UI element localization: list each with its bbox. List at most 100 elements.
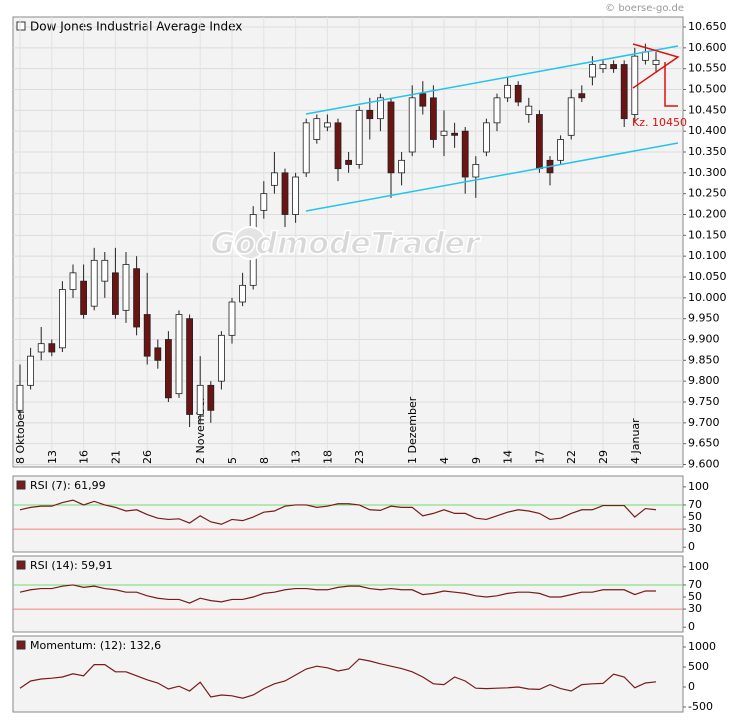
indicator-line	[19, 584, 656, 604]
candle-body	[228, 301, 236, 336]
x-tick-label: 26	[141, 450, 154, 464]
panel: 9.600 9.650 9.700 9.750 9.800 9.850 9.900 9.950…	[12, 16, 727, 471]
candle-body	[175, 314, 183, 395]
y-tick-label: 70	[688, 578, 702, 591]
x-tick-label: 8 Oktober	[14, 409, 27, 464]
x-tick-label: 1 Dezember	[406, 396, 419, 464]
x-tick-label: 4	[438, 457, 451, 464]
candle-body	[345, 159, 353, 165]
x-tick-label: 18	[321, 450, 334, 464]
panel-title: RSI (7): 61,99	[30, 479, 106, 492]
y-tick-label: 30	[688, 602, 702, 615]
candle-body	[239, 284, 247, 303]
y-tick-label: 9.900	[688, 333, 720, 346]
y-tick-label: 30	[688, 522, 702, 535]
y-tick-label: -500	[688, 700, 713, 713]
x-tick-label: 23	[353, 450, 366, 464]
candle-body	[133, 268, 141, 328]
y-tick-label: 10.150	[688, 228, 727, 241]
y-tick-label: 10.100	[688, 249, 727, 262]
panel-title: Momentum: (12): 132,6	[30, 639, 161, 652]
y-tick-label: 10.400	[688, 124, 727, 137]
candle-body	[599, 64, 607, 70]
candle-body	[472, 164, 480, 178]
y-tick-label: 0	[688, 540, 695, 553]
candle-body	[281, 172, 289, 215]
candle-body	[482, 122, 490, 153]
legend-swatch	[16, 21, 26, 31]
candle-body	[80, 280, 87, 315]
candle-body	[164, 339, 172, 399]
candle-body	[196, 384, 204, 415]
candle-body	[376, 97, 384, 120]
y-tick-label: 50	[688, 590, 702, 603]
candle-body	[578, 93, 586, 99]
candle-body	[398, 159, 406, 174]
x-tick-label: 13	[290, 450, 303, 464]
x-tick-label: 17	[533, 450, 546, 464]
candle-body	[59, 289, 66, 349]
candle-body	[504, 84, 512, 99]
x-tick-label: 5	[226, 457, 239, 464]
candle-body	[514, 84, 522, 103]
candle-body	[440, 130, 448, 136]
candle-body	[323, 122, 331, 128]
y-tick-label: 10.350	[688, 145, 727, 158]
channel-lower	[305, 142, 679, 212]
candle-body	[589, 64, 596, 78]
panel-title: RSI (14): 59,91	[30, 559, 113, 572]
annotation: Kz. 10450	[632, 116, 687, 129]
y-tick-label: 10.200	[688, 208, 727, 221]
y-tick-label: 0	[688, 680, 695, 693]
candle-body	[642, 51, 649, 61]
candle-body	[186, 318, 194, 415]
candle-body	[557, 139, 564, 161]
candle-body	[355, 109, 363, 165]
legend-swatch	[16, 480, 26, 490]
y-tick-label: 100	[688, 480, 709, 493]
candle-body	[302, 122, 310, 174]
y-tick-label: 10.550	[688, 62, 727, 75]
overlay: GodmodeTrader Kz. 10450	[210, 43, 687, 262]
candle-body	[27, 355, 35, 386]
y-tick-label: 9.700	[688, 416, 720, 429]
candle-body	[429, 97, 437, 140]
candle-body	[652, 59, 660, 65]
y-tick-label: 10.050	[688, 270, 727, 283]
triangle-pattern	[632, 43, 680, 89]
panel-background	[12, 555, 684, 633]
candle-body	[451, 132, 459, 136]
x-tick-label: 29	[597, 450, 610, 464]
indicator-line	[19, 499, 657, 525]
y-tick-label: 10.500	[688, 83, 727, 96]
candle-body	[154, 347, 162, 361]
y-tick-label: 9.950	[688, 312, 720, 325]
y-tick-label: 500	[688, 660, 709, 673]
candle-body	[620, 64, 628, 120]
watermark-logo	[233, 226, 267, 260]
candle-body	[69, 272, 77, 290]
y-tick-label: 9.600	[688, 458, 720, 471]
x-tick-label: 8	[258, 457, 271, 464]
candle-body	[461, 130, 469, 178]
x-tick-label: 16	[78, 450, 91, 464]
candle-body	[419, 93, 427, 107]
candle-body	[112, 272, 119, 315]
panels: 9.600 9.650 9.700 9.750 9.800 9.850 9.900 9.950…	[12, 16, 727, 713]
candle-body	[48, 343, 56, 353]
y-tick-label: 10.600	[688, 41, 727, 54]
y-tick-label: 10.250	[688, 187, 727, 200]
candle-body	[270, 172, 278, 186]
channel-upper	[305, 45, 679, 115]
y-tick-label: 9.850	[688, 353, 720, 366]
candle-body	[567, 97, 575, 136]
legend-swatch	[16, 640, 26, 650]
candle-body	[217, 334, 225, 382]
x-tick-label: 21	[109, 450, 122, 464]
candle-body	[525, 105, 533, 115]
y-tick-label: 70	[688, 498, 702, 511]
candle-body	[101, 259, 109, 282]
y-tick-label: 100	[688, 560, 709, 573]
candle-body	[493, 97, 501, 124]
